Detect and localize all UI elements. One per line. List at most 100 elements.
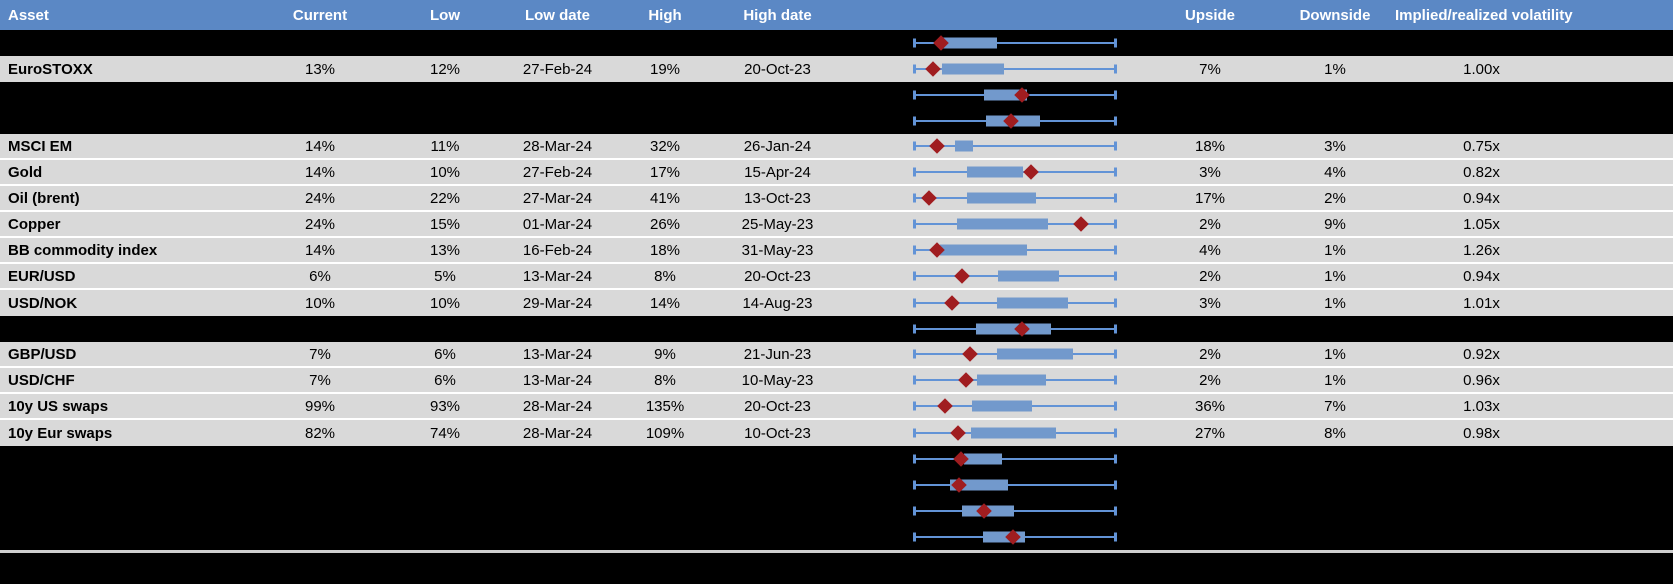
whisker-left-cap [913,219,916,229]
low-date-value: 28-Mar-24 [522,424,593,442]
whisker-left-cap [913,349,916,359]
whisker-right-cap [1114,64,1117,74]
implied-realized-ratio: 1.03x [1463,397,1500,415]
asset-name: Copper [8,215,61,233]
high-date-value: 13-Oct-23 [744,189,811,207]
low-value: 15% [429,215,461,233]
high-date-value: 20-Oct-23 [744,60,811,78]
whisker-left-cap [913,375,916,385]
downside-value: 1% [1324,294,1346,312]
whisker-line [913,510,1117,512]
asset-name: GBP/USD [8,345,77,363]
whisker-right-cap [1114,271,1117,281]
whisker-right-cap [1114,349,1117,359]
box-plot [913,264,1117,288]
low-value: 11% [430,137,460,155]
high-value: 17% [649,163,681,181]
box-plot [913,368,1117,392]
current-diamond-marker [953,268,970,284]
whisker-left-cap [913,401,916,411]
range-box [957,218,1049,230]
box-plot [913,212,1117,236]
column-header-low-date: Low date [524,6,590,24]
downside-value: 3% [1324,137,1346,155]
box-plot [913,238,1117,262]
downside-value: 2% [1324,189,1346,207]
range-chart-cell [845,108,1145,134]
upside-value: 2% [1199,267,1221,285]
range-box [939,244,1027,256]
whisker-left-cap [913,532,916,542]
upside-value: 7% [1199,60,1221,78]
asset-name: USD/NOK [8,294,78,312]
current-value: 7% [309,371,331,389]
whisker-right-cap [1114,167,1117,177]
upside-value: 27% [1194,424,1226,442]
range-box [976,374,1046,386]
whisker-line [913,145,1117,147]
box-plot [913,524,1117,550]
current-diamond-marker [943,295,960,311]
current-value: 14% [304,241,336,259]
table-row: Copper 24% 15% 01-Mar-24 26% 25-May-23 2% 9% 1.0… [0,212,1673,238]
box-plot [913,82,1117,108]
whisker-left-cap [913,428,916,438]
whisker-right-cap [1114,141,1117,151]
chart-only-row [0,498,1673,524]
range-chart-cell [845,394,1145,418]
implied-realized-ratio: 1.05x [1463,215,1500,233]
whisker-right-cap [1114,375,1117,385]
box-plot [913,160,1117,184]
whisker-right-cap [1114,116,1117,126]
high-date-value: 25-May-23 [741,215,814,233]
asset-name: Gold [8,163,43,181]
high-date-value: 31-May-23 [741,241,814,259]
high-value: 14% [649,294,681,312]
asset-name: Oil (brent) [8,189,80,207]
low-value: 13% [429,241,461,259]
chart-only-row [0,108,1673,134]
downside-value: 1% [1324,371,1346,389]
low-value: 74% [429,424,461,442]
table-row: EUR/USD 6% 5% 13-Mar-24 8% 20-Oct-23 2% 1% 0.94x [0,264,1673,290]
range-chart-cell [845,30,1145,56]
high-date-value: 15-Apr-24 [744,163,811,181]
whisker-left-cap [913,245,916,255]
chart-only-row [0,82,1673,108]
range-box [976,323,1052,335]
high-value: 109% [645,424,685,442]
whisker-right-cap [1114,219,1117,229]
low-date-value: 16-Feb-24 [522,241,593,259]
box-plot [913,186,1117,210]
high-value: 9% [654,345,676,363]
current-diamond-marker [925,61,941,77]
whisker-right-cap [1114,324,1117,334]
high-date-value: 14-Aug-23 [742,294,813,312]
bottom-separator-line [0,550,1673,553]
whisker-left-cap [913,141,916,151]
downside-value: 1% [1324,345,1346,363]
asset-name: BB commodity index [8,241,158,259]
high-value: 18% [649,241,681,259]
current-diamond-marker [962,346,978,362]
table-row: BB commodity index 14% 13% 16-Feb-24 18% 31-M… [0,238,1673,264]
table-row: MSCI EM 14% 11% 28-Mar-24 32% 26-Jan-24 18% 3% 0… [0,134,1673,160]
column-header-implied-realized-volatility: Implied/realized volatility [1395,6,1573,24]
upside-value: 2% [1199,345,1221,363]
low-value: 6% [434,345,456,363]
current-diamond-marker [957,372,974,388]
range-chart-cell [845,420,1145,446]
upside-value: 18% [1194,137,1226,155]
low-date-value: 28-Mar-24 [522,137,593,155]
whisker-left-cap [913,298,916,308]
whisker-left-cap [913,64,916,74]
chart-only-row [0,30,1673,56]
implied-realized-ratio: 0.96x [1463,371,1500,389]
low-value: 10% [429,163,461,181]
chart-only-row [0,446,1673,472]
current-value: 14% [304,137,336,155]
low-value: 6% [434,371,456,389]
range-chart-cell [845,56,1145,82]
high-value: 8% [654,267,676,285]
